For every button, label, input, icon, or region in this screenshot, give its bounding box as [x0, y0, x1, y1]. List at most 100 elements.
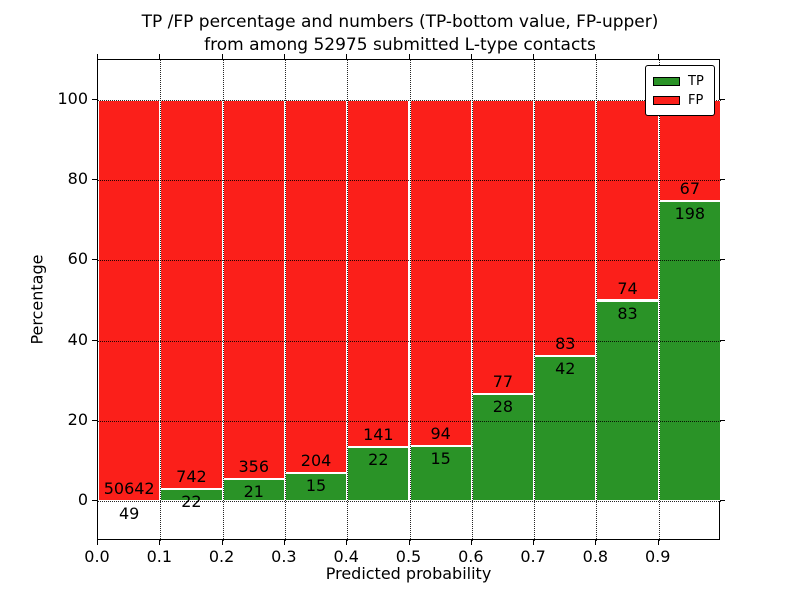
gridline-y	[98, 180, 721, 182]
gridline-x	[658, 60, 660, 541]
x-tick-mark	[97, 540, 98, 545]
bar-tp-segment	[596, 300, 659, 501]
x-tick-label: 0.4	[333, 547, 359, 566]
x-tick-mark-top	[657, 54, 659, 59]
tp-count-label: 49	[118, 503, 140, 523]
plot-area: 50642 49 742 22 356 21 204 15 141 22 94 15 77 28 83 42 7…	[97, 59, 721, 541]
gridline-x	[160, 60, 162, 541]
gridline-x	[347, 60, 349, 541]
x-tick-label: 0.9	[644, 547, 671, 566]
y-tick-mark	[92, 339, 97, 341]
fp-count-label: 77	[492, 372, 514, 391]
x-tick-mark	[470, 540, 472, 545]
x-tick-label: 0.5	[395, 547, 422, 566]
x-tick-label: 0.7	[520, 547, 546, 566]
y-tick-mark-right	[720, 259, 725, 261]
fp-count-label: 204	[300, 451, 332, 471]
tp-swatch-icon	[653, 77, 680, 86]
x-tick-mark-top	[346, 54, 348, 59]
y-tick-label: 0	[77, 489, 88, 509]
gridline-y	[98, 340, 721, 342]
y-tick-mark	[92, 259, 97, 261]
y-tick-label: 40	[67, 329, 88, 349]
chart-title-line1: TP /FP percentage and numbers (TP-bottom…	[141, 12, 659, 32]
gridline-x	[471, 60, 473, 541]
x-tick-mark	[595, 540, 597, 545]
fp-count-label: 67	[679, 179, 701, 199]
x-tick-mark-top	[221, 54, 223, 59]
gridline-y	[98, 500, 721, 502]
legend-entry-fp: FP	[653, 91, 714, 110]
bar-fp-segment	[534, 100, 597, 356]
y-tick-mark-right	[720, 339, 725, 341]
chart-title-line2: from among 52975 submitted L-type contac…	[204, 35, 596, 55]
x-tick-mark-top	[97, 54, 98, 59]
x-tick-label: 0.3	[271, 547, 297, 566]
y-tick-mark	[92, 99, 97, 101]
bar-fp-segment	[160, 100, 223, 490]
x-tick-mark-top	[408, 54, 410, 59]
fp-count-label: 94	[430, 423, 451, 443]
gridline-x	[222, 60, 224, 541]
x-tick-mark-top	[533, 54, 535, 59]
x-tick-mark-top	[470, 54, 472, 59]
tp-count-label: 42	[555, 358, 576, 378]
bar-tp-segment	[534, 355, 597, 501]
y-tick-mark	[92, 499, 97, 501]
tp-count-label: 28	[492, 397, 514, 416]
fp-count-label: 83	[555, 333, 576, 353]
y-tick-mark-right	[720, 179, 725, 181]
y-tick-mark-right	[720, 419, 725, 421]
tp-count-label: 83	[617, 303, 638, 323]
legend: TP FP	[645, 65, 715, 116]
x-tick-mark	[408, 540, 410, 545]
tp-count-label: 198	[674, 204, 706, 224]
gridline-x	[596, 60, 598, 541]
gridline-y	[98, 100, 721, 102]
y-tick-mark-right	[720, 99, 725, 101]
legend-entry-tp: TP	[653, 72, 714, 91]
x-tick-label: 0.2	[208, 547, 235, 566]
y-tick-label: 100	[57, 89, 88, 109]
x-tick-mark	[283, 540, 285, 545]
y-tick-mark	[92, 179, 97, 181]
gridline-x	[284, 60, 286, 541]
fp-count-label: 356	[238, 456, 270, 476]
bar-fp-segment	[222, 100, 285, 479]
x-tick-mark-top	[283, 54, 285, 59]
tp-count-label: 21	[243, 481, 264, 501]
x-tick-mark	[533, 540, 535, 545]
y-tick-mark	[92, 419, 97, 421]
tp-count-label: 15	[430, 448, 451, 468]
gridline-y	[98, 260, 721, 262]
x-tick-mark	[346, 540, 348, 545]
x-tick-mark	[657, 540, 659, 545]
x-tick-mark-top	[159, 54, 161, 59]
bar-fp-segment	[409, 100, 472, 446]
bar-fp-segment	[347, 100, 410, 447]
bar-tp-segment	[284, 473, 348, 501]
legend-label-tp: TP	[688, 73, 704, 89]
fp-count-label: 50642	[103, 478, 155, 498]
x-tick-label: 0.8	[582, 547, 609, 566]
y-axis-label: Percentage	[27, 254, 47, 345]
x-tick-mark-top	[595, 54, 597, 59]
bar-fp-segment	[98, 100, 161, 501]
x-tick-label: 0.1	[146, 547, 173, 566]
bar-fp-segment	[596, 100, 659, 301]
gridline-x	[409, 60, 411, 541]
fp-count-label: 742	[176, 467, 207, 487]
chart-title: TP /FP percentage and numbers (TP-bottom…	[0, 11, 800, 57]
fp-count-label: 141	[363, 424, 394, 444]
x-tick-label: 0.0	[84, 547, 110, 566]
x-tick-label: 0.6	[458, 547, 484, 566]
tp-count-label: 22	[181, 492, 202, 512]
gridline-x	[534, 60, 536, 541]
fp-count-label: 74	[617, 278, 638, 298]
y-tick-label: 20	[67, 409, 88, 429]
x-tick-mark	[221, 540, 223, 545]
x-axis-label: Predicted probability	[325, 564, 492, 583]
legend-label-fp: FP	[688, 92, 704, 108]
bar-fp-segment	[284, 100, 348, 474]
